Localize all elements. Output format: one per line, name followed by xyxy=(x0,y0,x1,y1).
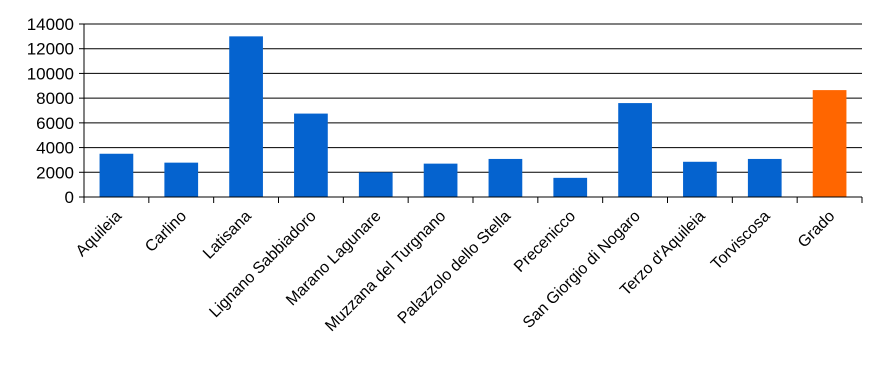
x-tick-label: Palazzolo dello Stella xyxy=(395,208,515,328)
x-tick-label: San Giorgio di Nogaro xyxy=(520,208,644,332)
gridlines xyxy=(84,23,862,173)
x-tick-label: Latisana xyxy=(200,208,255,263)
bar xyxy=(812,90,847,197)
x-tick-label: Aquileia xyxy=(73,208,125,260)
bar xyxy=(683,161,717,197)
y-tick-label: 6000 xyxy=(36,114,74,133)
axes xyxy=(79,23,863,203)
x-tick-label: Grado xyxy=(795,208,839,252)
x-tick-label: Lignano Sabbiadoro xyxy=(206,208,319,321)
x-tick-label: Precenicco xyxy=(511,208,579,276)
bar xyxy=(229,36,263,197)
bar xyxy=(747,158,782,197)
y-tick-label: 0 xyxy=(65,188,74,207)
x-tick-label: Torviscosa xyxy=(708,208,774,274)
y-tick-label: 2000 xyxy=(36,163,74,182)
bar xyxy=(423,163,458,197)
bar xyxy=(488,158,523,197)
y-tick-label: 4000 xyxy=(36,139,74,158)
bar xyxy=(99,153,134,197)
y-tick-label: 8000 xyxy=(36,89,74,108)
bar xyxy=(164,162,199,197)
bars xyxy=(99,36,847,197)
x-tick-label: Carlino xyxy=(142,208,190,256)
bar xyxy=(553,177,588,197)
bar xyxy=(294,113,328,197)
y-tick-labels: 0 2000 4000 6000 8000 10000 12000 14000 xyxy=(27,15,74,207)
y-tick-label: 14000 xyxy=(27,15,74,34)
y-tick-label: 10000 xyxy=(27,64,74,83)
bar xyxy=(618,103,652,197)
bar xyxy=(358,172,393,197)
x-tick-label: Muzzana del Turgnano xyxy=(322,208,449,335)
y-tick-label: 12000 xyxy=(27,40,74,59)
